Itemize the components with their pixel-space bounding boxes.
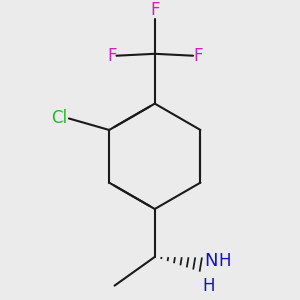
Text: Cl: Cl xyxy=(51,110,67,128)
Text: F: F xyxy=(193,47,203,65)
Text: H: H xyxy=(218,252,230,270)
Text: F: F xyxy=(150,1,160,19)
Text: N: N xyxy=(205,252,218,270)
Text: H: H xyxy=(202,277,215,295)
Text: F: F xyxy=(107,47,116,65)
